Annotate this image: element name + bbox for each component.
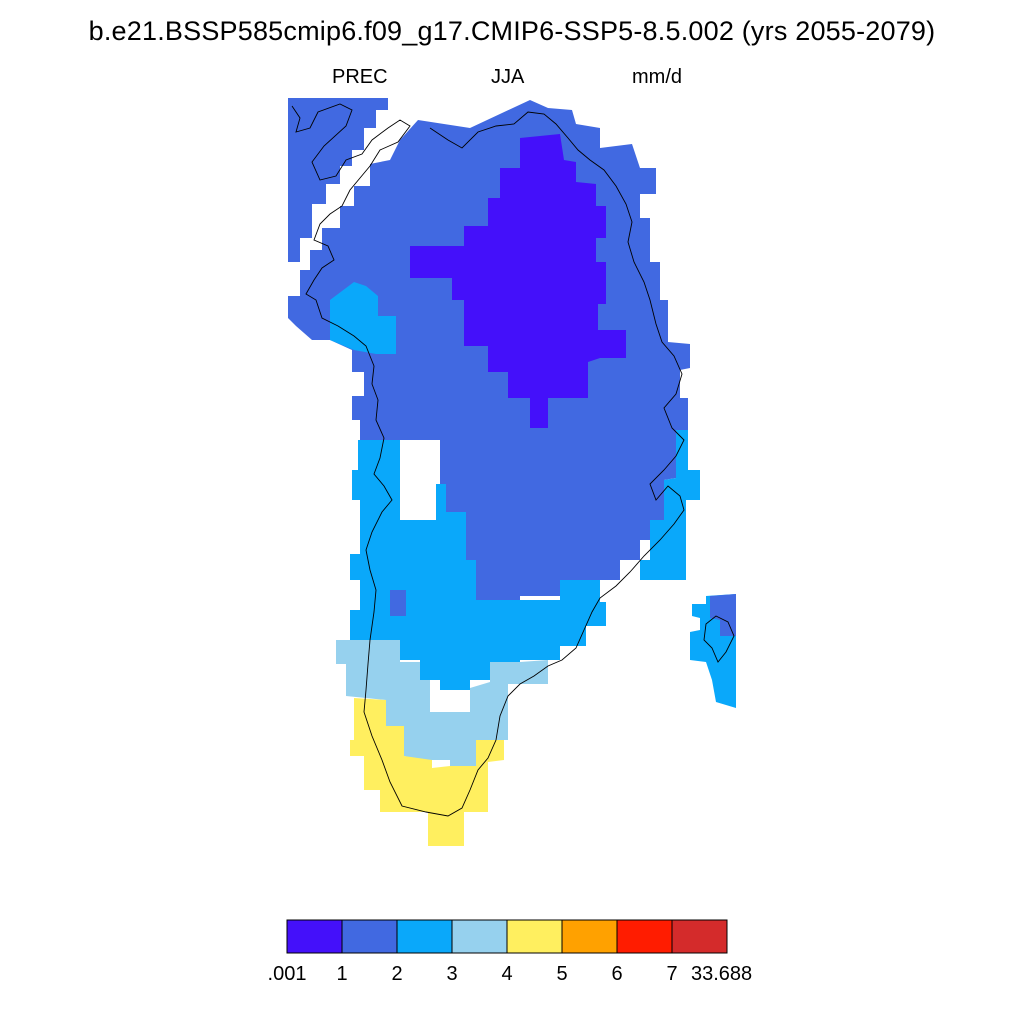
colorbar-label-8: 33.688 [691, 963, 752, 985]
colorbar-box-2 [396, 919, 453, 954]
colorbar-label-1: 1 [336, 963, 347, 985]
colorbar-label-4: 4 [501, 963, 512, 985]
map-region-0-1 [410, 134, 626, 428]
map-region-3-4 [336, 640, 548, 768]
coastline [291, 103, 685, 817]
colorbar-box-5 [561, 919, 618, 954]
map-region-2-3 [330, 282, 736, 708]
coastline-island [703, 615, 735, 663]
colorbar-box-1 [341, 919, 398, 954]
colorbar-label-6: 6 [611, 963, 622, 985]
map-region-4-5 [350, 698, 504, 846]
plot-title: b.e21.BSSP585cmip6.f09_g17.CMIP6-SSP5-8.… [88, 16, 936, 46]
colorbar-label-2: 2 [391, 963, 402, 985]
colorbar-label-0: .001 [268, 963, 307, 985]
variable-label: PREC [332, 66, 388, 88]
units-label: mm/d [632, 66, 682, 88]
season-label: JJA [491, 66, 525, 88]
colorbar-label-3: 3 [446, 963, 457, 985]
colorbar-box-6 [616, 919, 673, 954]
colorbar-box-3 [451, 919, 508, 954]
colorbar-box-7 [671, 919, 728, 954]
colorbar-box-4 [506, 919, 563, 954]
colorbar-box-0 [286, 919, 343, 954]
colorbar-label-7: 7 [666, 963, 677, 985]
colorbar-label-5: 5 [556, 963, 567, 985]
